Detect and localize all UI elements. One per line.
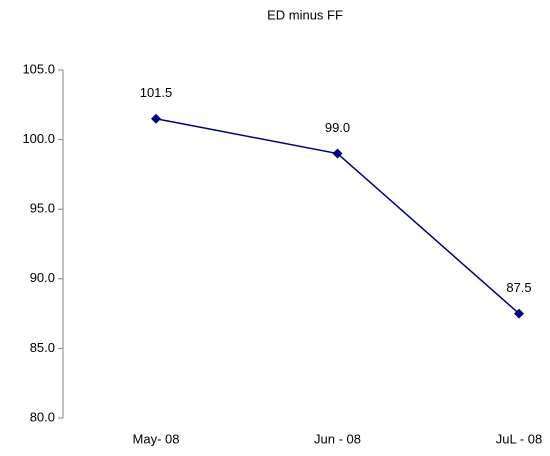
x-tick-label: Jun - 08	[314, 431, 361, 446]
x-tick-label: JuL - 08	[496, 431, 543, 446]
marker	[332, 148, 343, 159]
y-tick-label: 95.0	[30, 201, 55, 216]
data-label: 101.5	[140, 85, 173, 100]
line	[155, 117, 520, 315]
y-tick-label: 100.0	[22, 131, 55, 146]
y-tick-label: 105.0	[22, 61, 55, 76]
chart-title: ED minus FF	[267, 7, 343, 22]
data-label: 99.0	[325, 120, 350, 135]
marker	[151, 113, 161, 124]
y-tick-label: 90.0	[30, 270, 55, 285]
data-label: 87.5	[506, 280, 531, 295]
x-tick-label: May- 08	[133, 431, 180, 446]
marker	[514, 308, 524, 319]
y-tick-label: 85.0	[30, 340, 55, 355]
y-tick-label: 80.0	[30, 409, 55, 424]
